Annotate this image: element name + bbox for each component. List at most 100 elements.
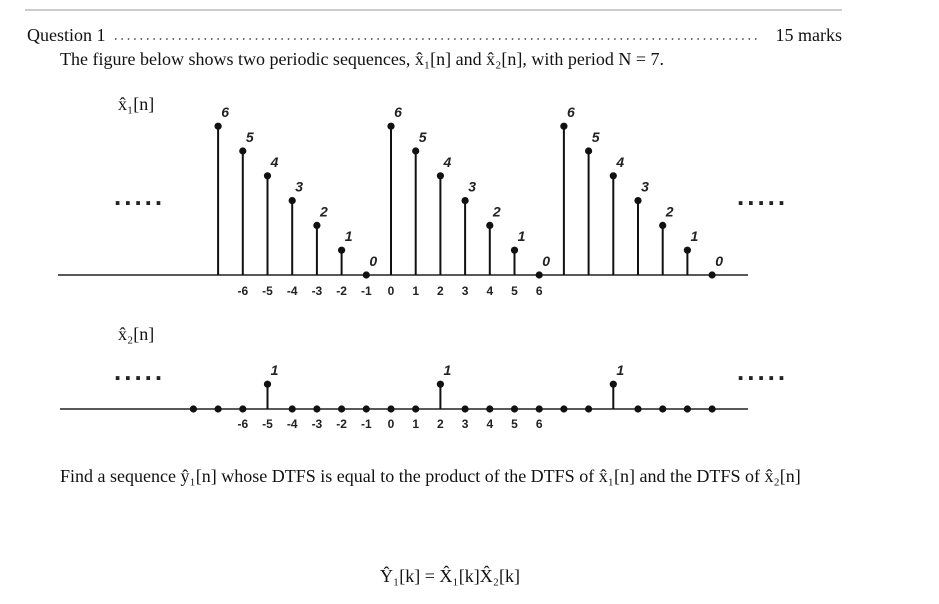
stem-point	[609, 380, 617, 388]
stem-point	[683, 405, 692, 413]
stem-point	[288, 405, 296, 413]
stem-point	[683, 246, 692, 254]
stem-point	[313, 221, 321, 229]
stem-point	[560, 405, 568, 413]
stem-point	[239, 147, 247, 155]
x-tick-label: 5	[511, 417, 518, 431]
value-label: 6	[394, 104, 402, 120]
stem-point	[560, 122, 568, 130]
x-tick-label: -6	[237, 417, 248, 431]
x-tick-label: -3	[312, 284, 323, 298]
stem-point	[214, 122, 222, 130]
value-label: 2	[319, 203, 328, 219]
value-label: 1	[271, 362, 279, 378]
formula: Ŷ₁[k] = X̂₁[k]X̂₂[k]	[380, 565, 520, 586]
stem-point	[708, 271, 716, 279]
stem-point	[585, 147, 593, 155]
x-tick-label: 3	[462, 417, 469, 431]
value-label: 2	[492, 203, 501, 219]
value-label: 0	[369, 253, 377, 269]
stem-point	[387, 405, 395, 413]
value-label: 3	[468, 179, 476, 195]
x-tick-label: 1	[412, 284, 419, 298]
stem-point	[338, 246, 346, 254]
x-tick-label: 0	[388, 417, 395, 431]
x-tick-label: -3	[312, 417, 323, 431]
x-tick-label: -5	[262, 417, 273, 431]
x-tick-label: 3	[462, 284, 469, 298]
value-label: 4	[270, 154, 279, 170]
value-label: 3	[295, 179, 303, 195]
stem-point	[461, 405, 469, 413]
stem-point	[486, 221, 494, 229]
value-label: 3	[641, 179, 649, 195]
value-label: 5	[592, 129, 600, 145]
stem-point	[263, 172, 272, 180]
stem-point	[708, 405, 716, 413]
value-label: 1	[616, 362, 624, 378]
stem-point	[189, 405, 197, 413]
stem-point	[387, 122, 395, 130]
stem-point	[239, 405, 247, 413]
value-label: 0	[715, 253, 723, 269]
value-label: 5	[419, 129, 427, 145]
x-tick-label: -2	[336, 417, 347, 431]
value-label: 1	[691, 228, 699, 244]
stem-point	[214, 405, 222, 413]
stem-point	[634, 197, 642, 205]
x-tick-label: 4	[486, 417, 493, 431]
x-tick-label: 0	[388, 284, 395, 298]
x-tick-label: 2	[437, 284, 444, 298]
stem-point	[659, 221, 667, 229]
stem-point	[313, 405, 321, 413]
value-label: 6	[567, 104, 575, 120]
x-tick-label: 2	[437, 417, 444, 431]
value-label: 1	[444, 362, 452, 378]
ellipsis: .....	[737, 181, 788, 211]
x-tick-label: -5	[262, 284, 273, 298]
stem-point	[263, 380, 272, 388]
stem-point	[634, 405, 642, 413]
stem-point	[486, 405, 494, 413]
x-tick-label: -4	[287, 284, 298, 298]
x-tick-label: 6	[536, 284, 543, 298]
marks: 15 marks	[776, 25, 843, 45]
stem-point	[585, 405, 593, 413]
value-label: 1	[518, 228, 526, 244]
value-label: 4	[615, 154, 624, 170]
x-tick-label: 5	[511, 284, 518, 298]
question-text: Find a sequence ŷ₁[n] whose DTFS is equa…	[60, 466, 801, 486]
value-label: 5	[246, 129, 254, 145]
intro: The figure below shows two periodic sequ…	[60, 49, 664, 69]
ellipsis: .....	[114, 181, 165, 211]
stem-point	[659, 405, 667, 413]
value-label: 1	[345, 228, 353, 244]
x-tick-label: 4	[486, 284, 493, 298]
stem-point	[461, 197, 469, 205]
stem-point	[288, 197, 296, 205]
sequence-label: x̂₁[n]	[118, 94, 154, 114]
stem-point	[362, 271, 370, 279]
stem-point	[412, 405, 420, 413]
stem-point	[338, 405, 346, 413]
stem-point	[436, 172, 444, 180]
stem-point	[535, 405, 543, 413]
ellipsis: .....	[737, 356, 788, 386]
x-tick-label: -4	[287, 417, 298, 431]
x-tick-label: -6	[237, 284, 248, 298]
x-tick-label: -2	[336, 284, 347, 298]
x-tick-label: -1	[361, 284, 372, 298]
stem-point	[436, 380, 444, 388]
x-tick-label: -1	[361, 417, 372, 431]
ellipsis: .....	[114, 356, 165, 386]
question-title: Question 1	[27, 25, 106, 45]
stem-point	[362, 405, 370, 413]
value-label: 6	[221, 104, 229, 120]
stem-point	[609, 172, 617, 180]
stem-point	[510, 246, 519, 254]
x-tick-label: 6	[536, 417, 543, 431]
value-label: 4	[443, 154, 452, 170]
value-label: 2	[665, 203, 674, 219]
